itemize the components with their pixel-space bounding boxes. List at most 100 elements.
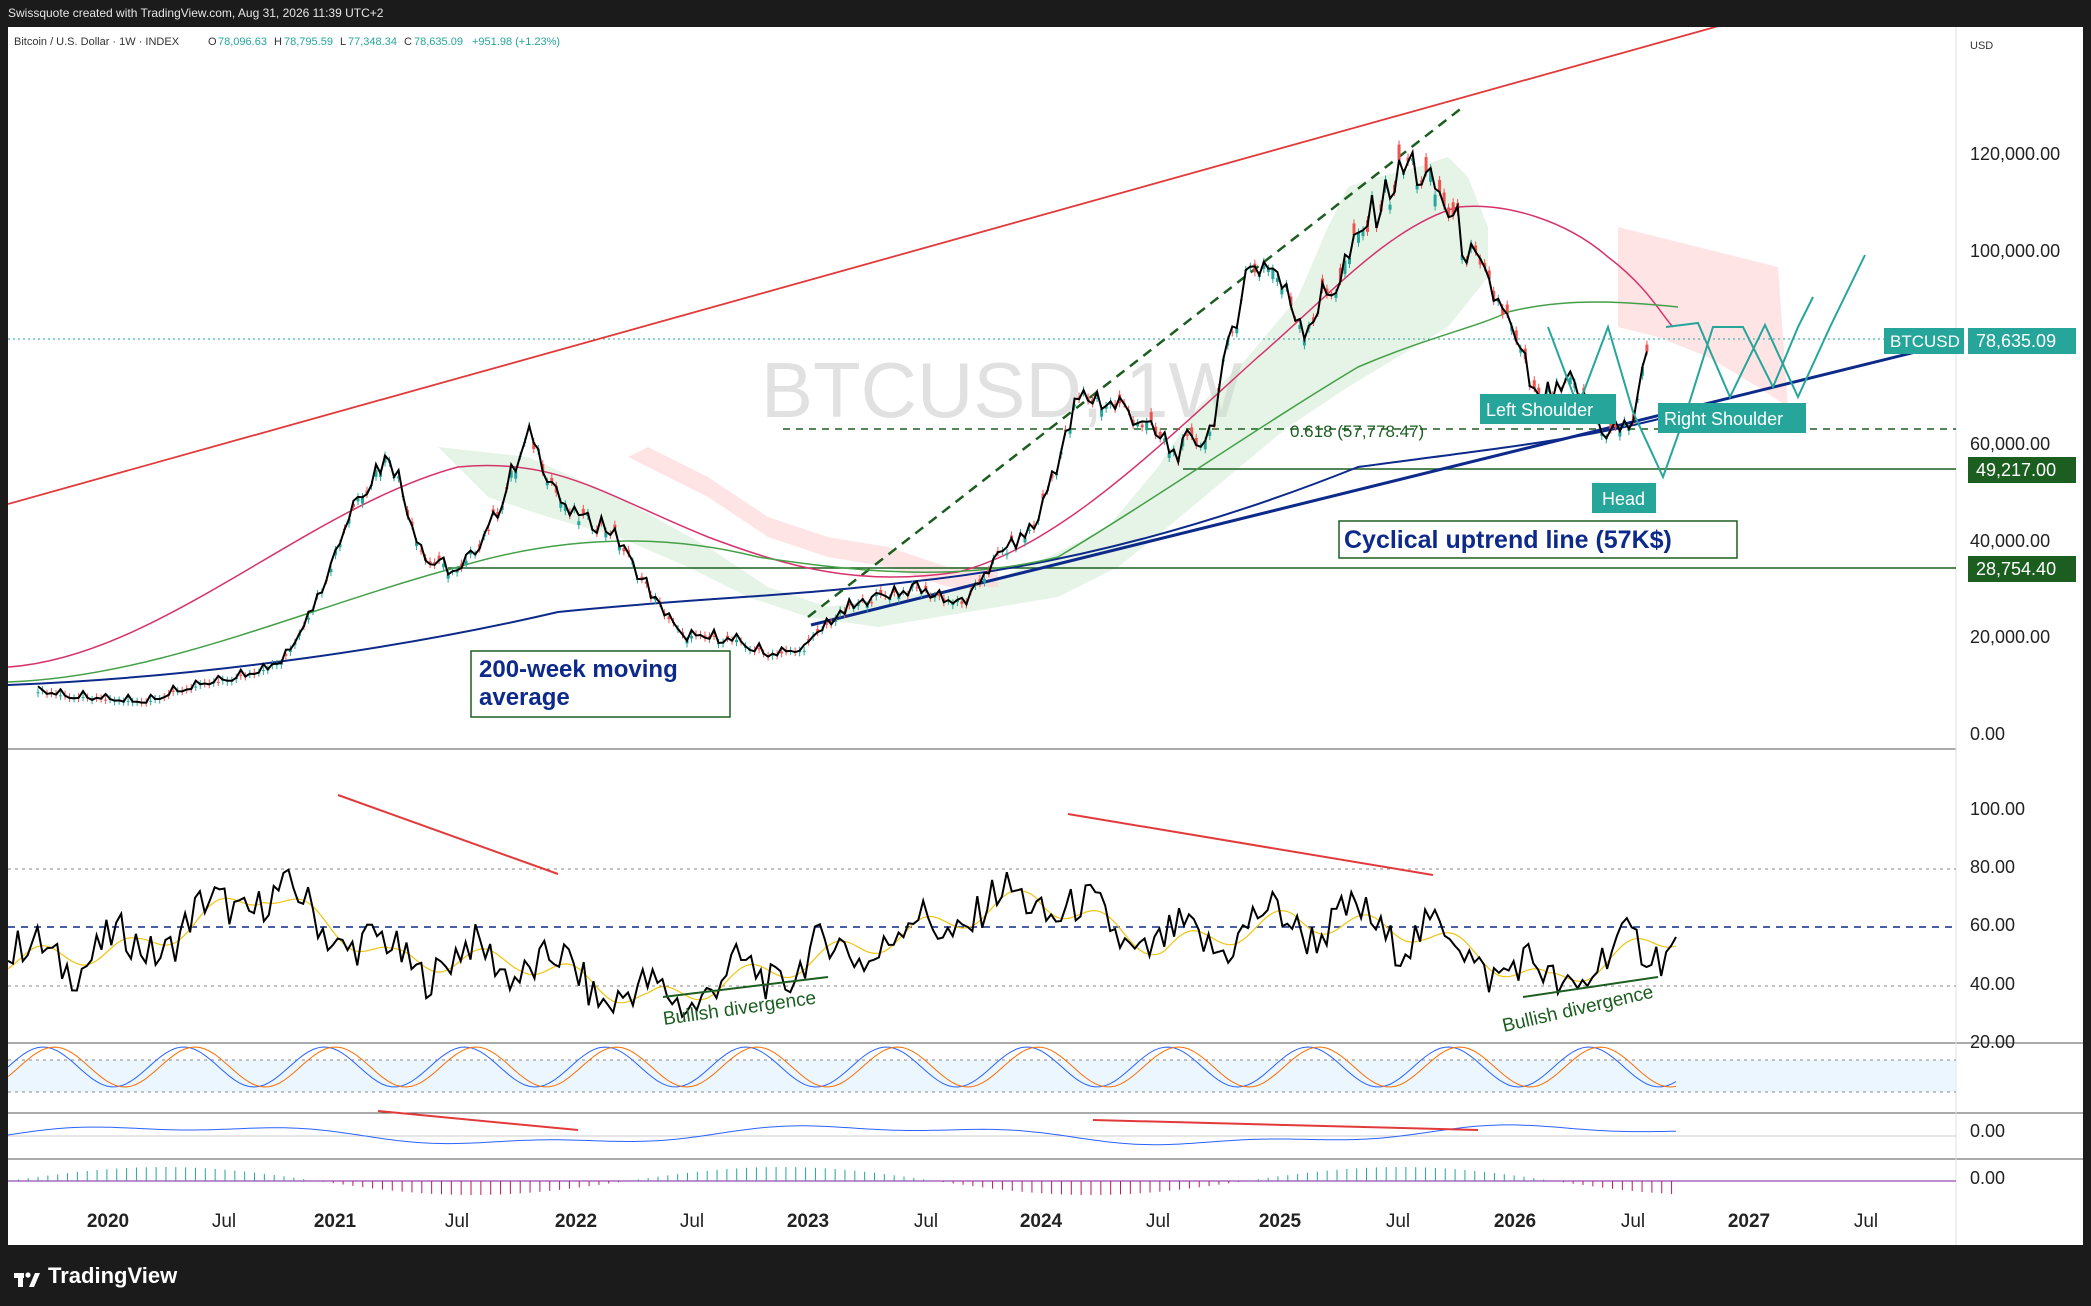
ao-bar	[1021, 1181, 1023, 1192]
candle-body	[1460, 255, 1464, 260]
ao-bar	[86, 1170, 88, 1181]
ao-bar	[873, 1172, 875, 1181]
ao-bar	[263, 1173, 265, 1181]
candle-body	[834, 618, 838, 622]
ao-bar	[1523, 1176, 1525, 1181]
candle-body	[1361, 230, 1365, 237]
candle-body	[469, 550, 473, 555]
ao-bar	[372, 1181, 374, 1189]
ao-bar	[470, 1181, 472, 1195]
legend-change: +951.98 (+1.23%)	[472, 36, 560, 48]
level-49217-badge	[1968, 457, 2076, 483]
candle-body	[915, 587, 919, 589]
candle-body	[1190, 427, 1194, 436]
ao-bar	[1415, 1167, 1417, 1181]
ao-bar	[76, 1171, 78, 1181]
ao-bar	[854, 1170, 856, 1181]
candle-body	[171, 690, 175, 692]
candle-body	[1501, 308, 1505, 315]
candle-body	[1275, 277, 1279, 283]
ao-bar	[559, 1181, 561, 1190]
price-tick-label: 20,000.00	[1970, 627, 2050, 647]
dashed-trend-line	[807, 106, 1464, 618]
candle-body	[126, 700, 130, 702]
ao-bar	[1375, 1167, 1377, 1181]
time-tick-label: Jul	[212, 1211, 236, 1232]
ao-bar	[244, 1171, 246, 1181]
time-tick-label: 2026	[1494, 1211, 1536, 1232]
candle-body	[1325, 288, 1329, 295]
candle-body	[1262, 261, 1266, 269]
chart-svg[interactable]: BTCUSD, 1W 0.618 (57,778.47)	[7, 21, 2083, 1245]
time-tick-label: Jul	[1854, 1211, 1878, 1232]
ao-bar	[1582, 1181, 1584, 1186]
price-tick-label: 0.00	[1970, 724, 2005, 744]
ao-bar	[785, 1167, 787, 1181]
chart-area[interactable]: BTCUSD, 1W 0.618 (57,778.47)	[7, 21, 2083, 1245]
candle-body	[532, 441, 536, 450]
ao-bar	[1169, 1181, 1171, 1191]
tradingview-logo-icon	[14, 1272, 40, 1287]
candle-body	[545, 481, 549, 486]
candle-body	[1158, 431, 1162, 439]
candle-body	[1041, 493, 1045, 499]
ao-bar	[96, 1170, 98, 1181]
rsi-bullish-div-2	[1522, 976, 1659, 998]
candle-body	[802, 650, 806, 652]
candle-body	[329, 568, 333, 573]
ao-bar	[303, 1179, 305, 1181]
candle-body	[726, 635, 730, 639]
ao-bar	[687, 1172, 689, 1181]
last-price-badge	[1968, 328, 2076, 354]
rsi-tick-label: 100.00	[1970, 799, 2025, 819]
candle-body	[712, 635, 716, 637]
stoch-d-line	[7, 1046, 1677, 1088]
rsi-bullish-div-1	[662, 976, 829, 998]
level-28754-badge-text: 28,754.40	[1976, 559, 2056, 579]
candle-body	[360, 497, 364, 504]
ao-bar	[1671, 1181, 1673, 1195]
rsi-tick-label: 80.00	[1970, 857, 2015, 877]
candle-body	[667, 616, 671, 620]
ao-bar	[17, 1179, 19, 1181]
ao-bar	[1572, 1181, 1574, 1184]
candle-body	[1280, 288, 1284, 295]
ma200-line	[7, 404, 1709, 686]
ao-bar	[1454, 1169, 1456, 1181]
ao-bar	[1060, 1181, 1062, 1195]
ao-bar	[1110, 1181, 1112, 1195]
ao-bar	[440, 1181, 442, 1195]
candle-body	[1438, 179, 1442, 193]
candle-body	[1167, 452, 1171, 459]
time-tick-label: 2022	[555, 1211, 597, 1232]
candle-body	[1478, 258, 1482, 265]
ao-bar	[293, 1177, 295, 1181]
candle-body	[874, 592, 878, 597]
price-tick-label: 120,000.00	[1970, 144, 2060, 164]
ao-bar	[1031, 1181, 1033, 1193]
ao-bar	[214, 1168, 216, 1181]
time-tick-label: Jul	[1386, 1211, 1410, 1232]
uptrend-label: Cyclical uptrend line (57K$)	[1344, 526, 1672, 554]
candle-body	[644, 581, 648, 584]
ma200-label-2: average	[479, 684, 570, 711]
ao-bar	[47, 1175, 49, 1181]
legend-open-label: O	[208, 36, 217, 48]
rsi-tick-label: 40.00	[1970, 974, 2015, 994]
ao-bar	[1641, 1181, 1643, 1192]
ao-bar	[775, 1167, 777, 1181]
ao-bar	[539, 1181, 541, 1192]
candle-body	[1298, 324, 1302, 330]
ao-bar	[401, 1181, 403, 1192]
legend-open: 78,096.63	[218, 36, 267, 48]
candle-body	[338, 543, 342, 548]
ao-bar	[1080, 1181, 1082, 1195]
ao-bar	[618, 1181, 620, 1183]
ao-bar	[194, 1167, 196, 1181]
candle-body	[563, 504, 567, 512]
ao-bar	[598, 1181, 600, 1185]
attribution-text: Swissquote created with TradingView.com,…	[8, 6, 384, 20]
candle-body	[1145, 421, 1149, 431]
ao-bar	[450, 1181, 452, 1195]
